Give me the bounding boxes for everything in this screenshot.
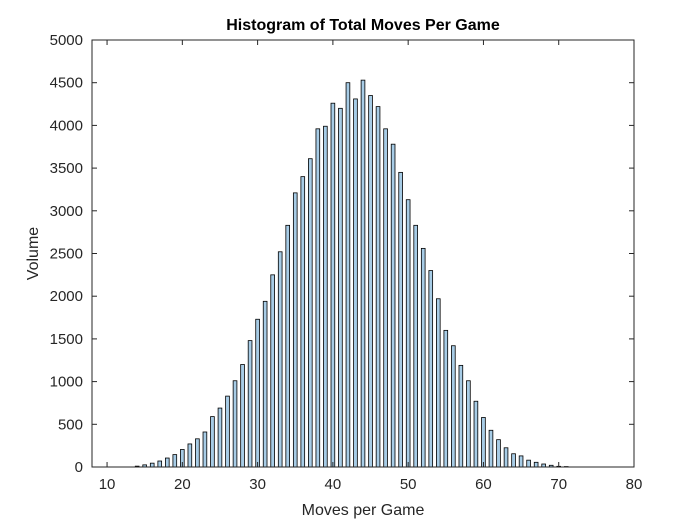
x-tick-label: 70 [550,476,567,493]
y-axis-ticks: 0 500 1000 1500 2000 2500 3000 3500 4000 4500 5000 [50,32,634,476]
histogram-bar [187,443,193,468]
histogram-bar [202,431,208,468]
histogram-bar [466,380,471,468]
y-tick-label: 500 [58,416,83,433]
x-tick-label: 10 [99,476,116,493]
y-tick-label: 2000 [50,288,83,305]
x-tick-label: 40 [325,476,342,493]
histogram-bar [323,125,328,468]
histogram-bar [405,199,411,468]
histogram-bar [262,300,268,468]
histogram-bar [398,171,403,468]
histogram-bar [172,454,178,468]
histogram-bar [149,462,155,468]
histogram-bar [518,455,524,468]
histogram-bar [435,298,441,468]
histogram-bar [420,247,426,468]
histogram-bar [413,224,418,468]
histogram-bar [383,128,388,468]
bars-group [134,79,569,468]
histogram-bar [210,416,215,468]
histogram-bar [443,329,449,468]
y-tick-label: 0 [75,459,83,476]
x-tick-label: 50 [400,476,417,493]
histogram-bar [526,459,531,468]
histogram-bar [225,395,230,468]
histogram-bar [338,107,343,468]
histogram-bar [247,340,253,468]
histogram-bar [488,429,494,468]
x-tick-label: 80 [626,476,643,493]
chart-title: Histogram of Total Moves Per Game [226,17,500,34]
histogram-bar [330,102,336,468]
histogram-bar [255,318,260,468]
histogram-bar [285,224,290,468]
x-tick-label: 60 [475,476,492,493]
y-axis-label: Volume [25,227,42,280]
histogram-bar [232,380,238,468]
histogram-bar [496,439,501,468]
y-tick-label: 2500 [50,246,83,263]
y-tick-label: 1500 [50,331,83,348]
histogram-bar [481,417,486,468]
histogram-bar [503,447,509,468]
y-tick-label: 1000 [50,374,83,391]
histogram-bar [270,274,275,468]
histogram-bar [345,82,351,468]
histogram-bar [353,98,358,468]
histogram-bar [360,79,366,468]
histogram-bar [217,407,223,468]
y-tick-label: 4500 [50,75,83,92]
y-tick-label: 5000 [50,32,83,49]
histogram-bar [164,457,170,468]
histogram-bar [458,364,464,468]
y-tick-label: 3000 [50,203,83,220]
histogram-bar [533,461,539,468]
x-tick-label: 30 [249,476,266,493]
histogram-bar [473,400,479,468]
histogram-bar [157,460,163,468]
histogram-bar [375,106,381,468]
x-axis-ticks: 10 20 30 40 50 60 70 80 [99,40,643,493]
histogram-bar [308,158,313,468]
y-tick-label: 3500 [50,160,83,177]
histogram-bar [300,176,306,468]
histogram-bar [428,270,434,468]
histogram-bar [390,143,396,468]
histogram-bar [277,251,283,468]
y-tick-label: 4000 [50,117,83,134]
histogram-bar [195,438,200,468]
histogram-bar [368,95,373,468]
histogram-bar [451,345,456,468]
x-tick-label: 20 [174,476,191,493]
histogram-bar [240,364,245,468]
histogram-bar [315,128,321,468]
histogram-bar [292,192,298,468]
histogram-bar [511,453,516,468]
x-axis-label: Moves per Game [302,502,425,519]
